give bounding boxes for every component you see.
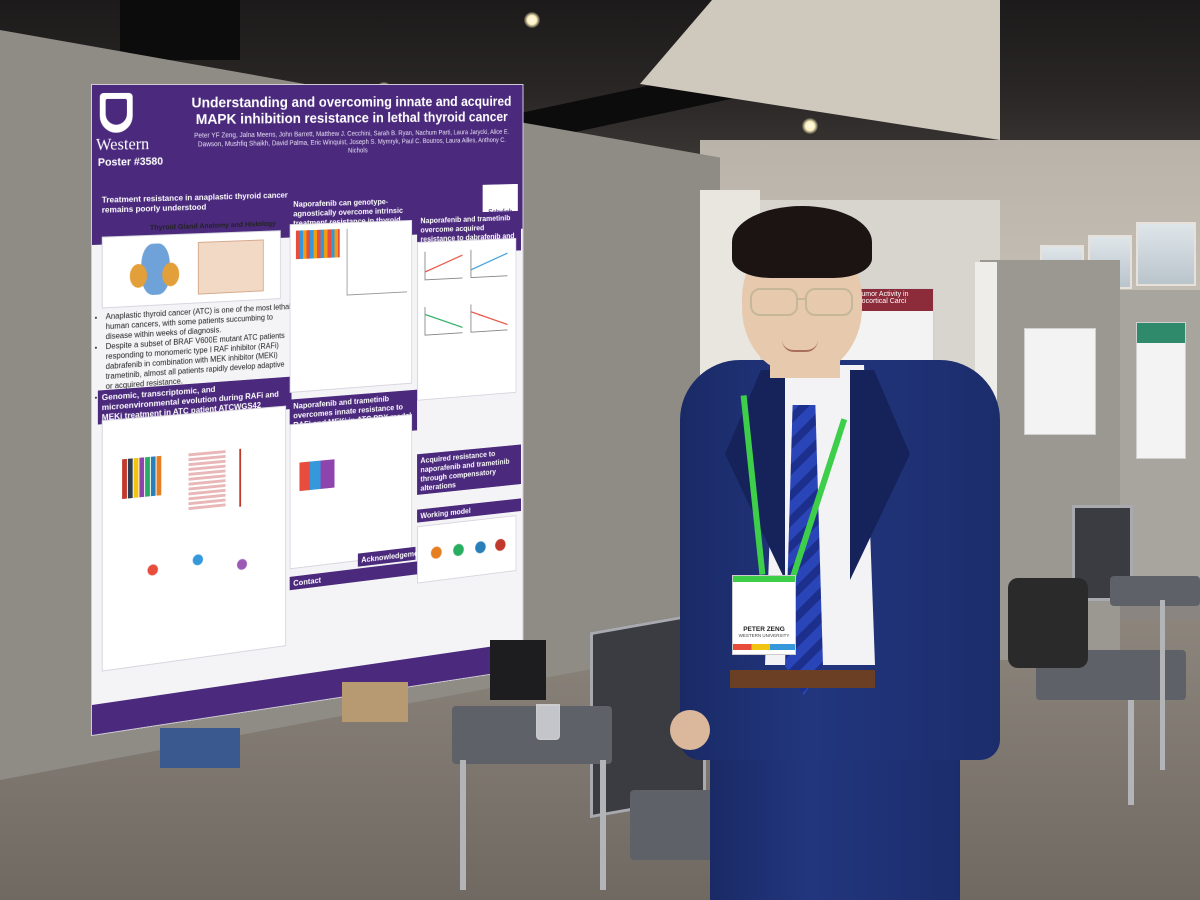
presenter: PETER ZENG WESTERN UNIVERSITY (670, 200, 1010, 900)
genomic-evolution-figure (102, 406, 286, 672)
attendee-legs (342, 682, 408, 722)
chair-leg (460, 760, 466, 890)
thyroid-anatomy-figure (102, 230, 281, 308)
poster-title: Understanding and overcoming innate and … (188, 94, 515, 128)
working-model-figure (417, 515, 516, 583)
belt (730, 670, 875, 688)
glasses-icon (750, 288, 855, 314)
distant-poster (1024, 328, 1096, 435)
chair-leg (1160, 600, 1165, 770)
poster-authors: Peter YF Zeng, Jalna Meens, John Barrett… (188, 128, 515, 158)
bar-figure (122, 456, 162, 499)
phylogeny-figure (239, 446, 277, 507)
hair (732, 206, 872, 278)
pdx-model-figure (290, 414, 412, 569)
naporafenib-figure (290, 220, 412, 393)
badge-name: PETER ZENG (733, 626, 795, 633)
resistance-curves-figure (417, 238, 516, 401)
attendee-legs (490, 640, 546, 700)
hand (670, 710, 710, 750)
plastic-cup (536, 704, 560, 740)
backpack (1008, 578, 1088, 668)
chair-leg (1128, 700, 1134, 805)
ceiling-light (802, 118, 818, 134)
umap-figure (122, 532, 271, 598)
research-poster: Western Poster #3580 Understanding and o… (92, 85, 523, 735)
heatmap-figure (189, 450, 226, 512)
ceiling-beam (120, 0, 240, 60)
ceiling-light (524, 12, 540, 28)
badge-affiliation: WESTERN UNIVERSITY (733, 633, 795, 638)
section-heading: Acquired resistance to naporafenib and t… (417, 444, 521, 494)
chair-seat (452, 706, 612, 764)
distant-poster (1136, 322, 1186, 459)
attendee-legs (160, 728, 240, 768)
western-shield-icon (100, 93, 133, 133)
name-badge: PETER ZENG WESTERN UNIVERSITY (732, 575, 796, 655)
chair-seat (1110, 576, 1200, 606)
chair-leg (600, 760, 606, 890)
poster-number: Poster #3580 (98, 156, 163, 169)
hall-window (1136, 222, 1196, 286)
institution-logo-text: Western (96, 134, 149, 155)
